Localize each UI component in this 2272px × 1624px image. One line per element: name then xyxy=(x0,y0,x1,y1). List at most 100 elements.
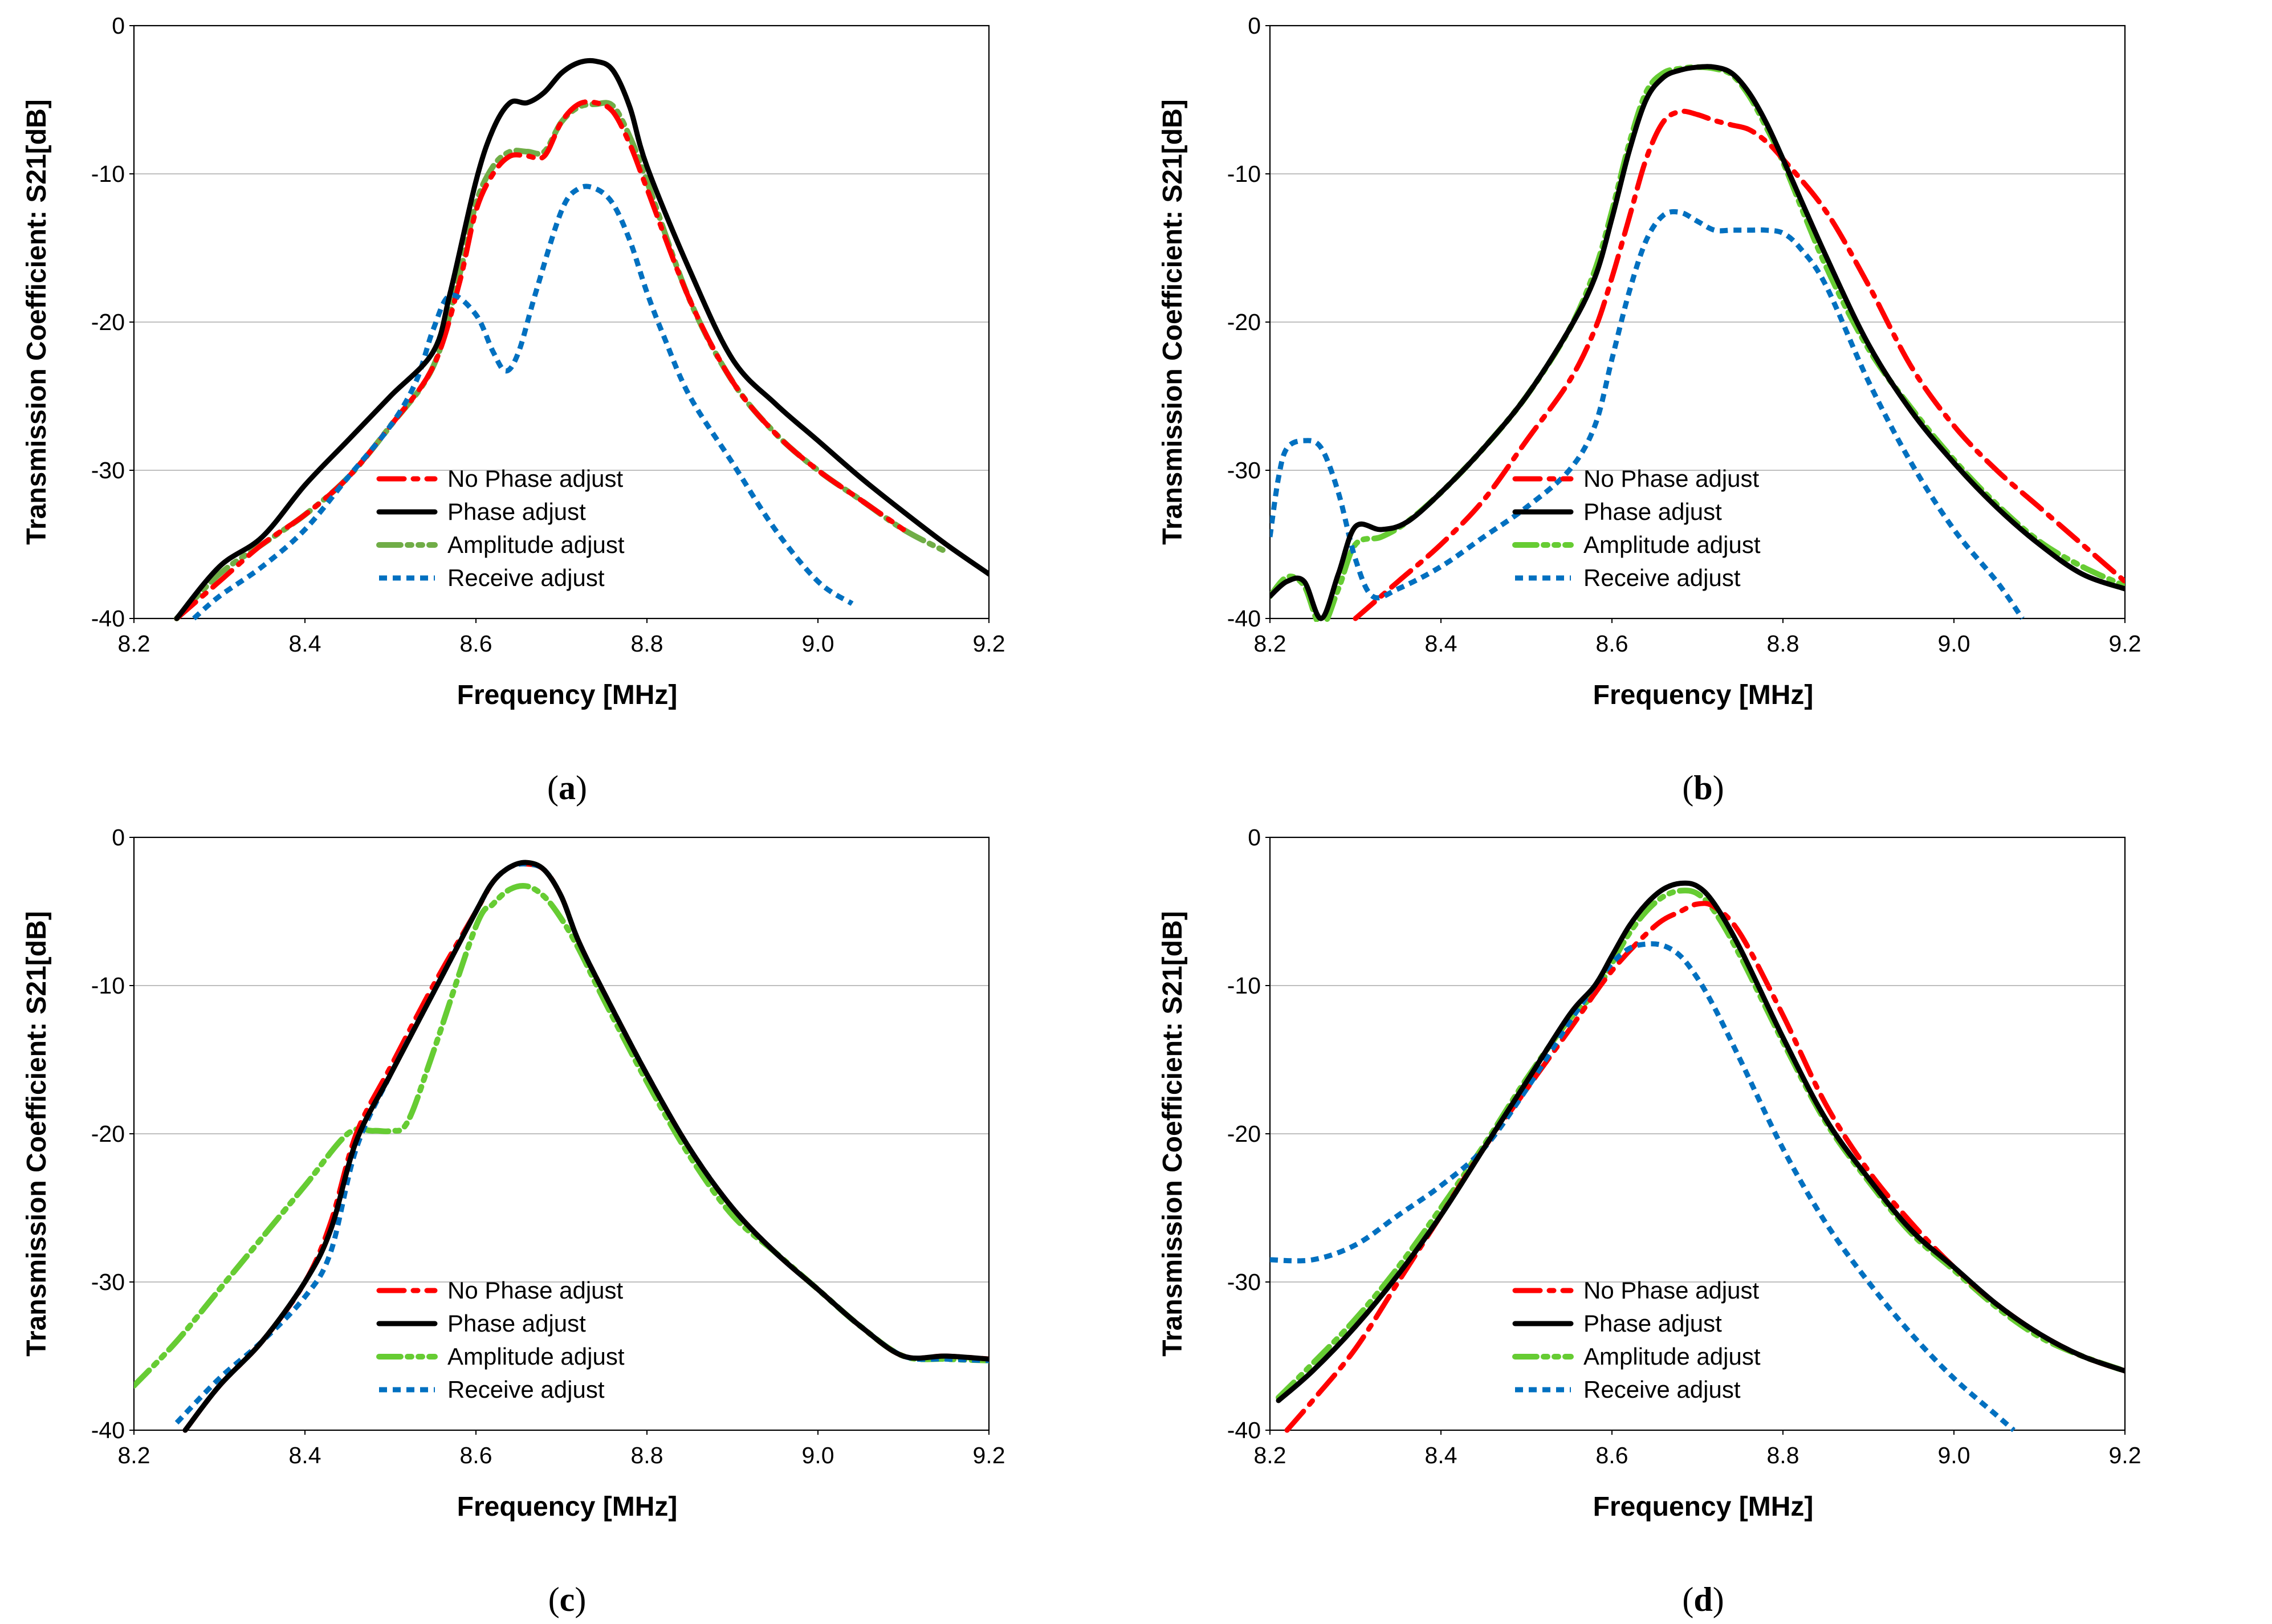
y-axis-title: Transmission Coefficient: S21[dB] xyxy=(1158,99,1188,544)
series-line-phase-adjust xyxy=(174,58,989,621)
y-tick-label: -40 xyxy=(1227,605,1261,632)
legend: No Phase adjust Phase adjust Amplitude adj… xyxy=(376,1277,625,1403)
series-group xyxy=(134,860,989,1433)
y-tick-label: -40 xyxy=(91,605,125,632)
x-tick-label: 9.2 xyxy=(2109,1442,2141,1468)
x-tick-label: 8.6 xyxy=(460,630,492,657)
panel-label: (d) xyxy=(1682,1581,1724,1618)
panel-label-letter: a xyxy=(559,769,576,807)
legend-label: Receive adjust xyxy=(1583,564,1741,591)
x-axis-title: Frequency [MHz] xyxy=(1593,680,1814,710)
panel-label-paren: ( xyxy=(1682,1581,1693,1618)
x-tick-label: 8.2 xyxy=(1254,1442,1286,1468)
y-tick-label: -10 xyxy=(91,161,125,187)
series-line-receive-adjust xyxy=(1270,941,2016,1432)
series-line-phase-adjust xyxy=(1270,64,2125,621)
panel-d: 0 -10 -20 -30 -40 8.2 8.4 8.6 8.8 9.0 9.2 Frequency… xyxy=(1136,812,2272,1623)
series-group xyxy=(1270,64,2125,622)
y-tick-label: -10 xyxy=(91,972,125,999)
series-group xyxy=(174,58,989,621)
y-tick-label: 0 xyxy=(112,824,125,850)
panel-label-paren: ( xyxy=(547,769,559,807)
y-tick-label: 0 xyxy=(1248,824,1261,850)
x-axis-title: Frequency [MHz] xyxy=(1593,1492,1814,1522)
y-tick-label: -20 xyxy=(1227,1121,1261,1147)
legend-label: Amplitude adjust xyxy=(447,1343,625,1370)
x-tick-label: 8.8 xyxy=(1767,1442,1799,1468)
panel-c: 0 -10 -20 -30 -40 8.2 8.4 8.6 8.8 9.0 9.2 Frequency… xyxy=(0,812,1136,1623)
chart-d: 0 -10 -20 -30 -408.2 8.4 8.6 8.8 9.0 9.2 Frequency… xyxy=(1158,824,2141,1618)
panel-label: (c) xyxy=(548,1581,587,1618)
x-tick-label: 8.8 xyxy=(1767,630,1799,657)
legend: No Phase adjust Phase adjust Amplitude adj… xyxy=(376,465,625,591)
panel-b: 0 -10 -20 -30 -40 8.2 8.4 8.6 8.8 9.0 9.2 Frequency… xyxy=(1136,0,2272,812)
y-tick-label: 0 xyxy=(112,13,125,39)
legend-label: No Phase adjust xyxy=(1583,1277,1760,1304)
y-tick-label: -30 xyxy=(1227,1269,1261,1295)
y-tick-label: -20 xyxy=(1227,309,1261,335)
legend-label: Receive adjust xyxy=(447,564,605,591)
y-axis-title: Transmission Coefficient: S21[dB] xyxy=(22,99,52,544)
legend-label: No Phase adjust xyxy=(1583,465,1760,492)
legend-label: Amplitude adjust xyxy=(1583,531,1761,558)
x-tick-label: 9.2 xyxy=(973,630,1005,657)
legend-label: Phase adjust xyxy=(447,1310,586,1337)
panel-label-paren: ) xyxy=(575,1581,586,1618)
y-tick-label: -10 xyxy=(1227,972,1261,999)
panel-label-paren: ( xyxy=(548,1581,560,1618)
x-tick-label: 9.0 xyxy=(802,630,834,657)
chart-a: 0 -10 -20 -30 -408.2 8.4 8.6 8.8 9.0 9.2 Frequency… xyxy=(22,13,1005,807)
x-axis-title: Frequency [MHz] xyxy=(457,1492,678,1522)
legend: No Phase adjust Phase adjust Amplitude adj… xyxy=(1512,465,1761,591)
series-group xyxy=(1270,880,2125,1433)
x-tick-label: 8.2 xyxy=(1254,630,1286,657)
x-tick-label: 8.2 xyxy=(118,1442,150,1468)
legend-label: Phase adjust xyxy=(447,498,586,525)
legend-label: Amplitude adjust xyxy=(1583,1343,1761,1370)
panel-label: (a) xyxy=(547,769,587,807)
y-axis-title: Transmission Coefficient: S21[dB] xyxy=(1158,911,1188,1356)
legend-label: Phase adjust xyxy=(1583,498,1722,525)
y-tick-label: -30 xyxy=(91,457,125,483)
legend-label: Receive adjust xyxy=(1583,1376,1741,1403)
panel-label-letter: d xyxy=(1693,1581,1712,1618)
panel-label: (b) xyxy=(1682,769,1724,807)
panel-label-paren: ) xyxy=(1713,769,1724,807)
x-tick-label: 9.2 xyxy=(973,1442,1005,1468)
x-tick-label: 8.6 xyxy=(460,1442,492,1468)
y-tick-label: -30 xyxy=(91,1269,125,1295)
legend-label: Receive adjust xyxy=(447,1376,605,1403)
y-tick-label: -40 xyxy=(1227,1417,1261,1443)
x-tick-label: 8.6 xyxy=(1596,630,1628,657)
panel-label-paren: ( xyxy=(1682,769,1693,807)
x-tick-label: 9.0 xyxy=(802,1442,834,1468)
y-tick-label: -10 xyxy=(1227,161,1261,187)
panel-label-letter: b xyxy=(1693,769,1712,807)
x-tick-label: 8.8 xyxy=(631,1442,663,1468)
legend-label: Amplitude adjust xyxy=(447,531,625,558)
x-tick-label: 8.4 xyxy=(1425,1442,1457,1468)
legend-label: No Phase adjust xyxy=(447,1277,624,1304)
series-line-no-phase-adjust xyxy=(174,99,906,621)
x-tick-label: 8.4 xyxy=(1425,630,1457,657)
panel-a: 0 -10 -20 -30 -40 8.2 8.4 8.6 8.8 9.0 9.2 Frequency… xyxy=(0,0,1136,812)
legend-label: Phase adjust xyxy=(1583,1310,1722,1337)
chart-c: 0 -10 -20 -30 -408.2 8.4 8.6 8.8 9.0 9.2 Frequency… xyxy=(22,824,1005,1618)
panel-label-letter: c xyxy=(560,1581,575,1618)
legend: No Phase adjust Phase adjust Amplitude adj… xyxy=(1512,1277,1761,1403)
legend-label: No Phase adjust xyxy=(447,465,624,492)
y-axis-title: Transmission Coefficient: S21[dB] xyxy=(22,911,52,1356)
x-tick-label: 8.8 xyxy=(631,630,663,657)
x-axis-title: Frequency [MHz] xyxy=(457,680,678,710)
chart-b: 0 -10 -20 -30 -408.2 8.4 8.6 8.8 9.0 9.2 Frequency… xyxy=(1158,13,2141,807)
x-tick-label: 9.2 xyxy=(2109,630,2141,657)
series-line-no-phase-adjust xyxy=(1353,108,2125,621)
series-line-receive-adjust xyxy=(1270,209,2025,620)
x-tick-label: 8.6 xyxy=(1596,1442,1628,1468)
panel-label-paren: ) xyxy=(576,769,587,807)
y-tick-label: -20 xyxy=(91,1121,125,1147)
panel-label-paren: ) xyxy=(1713,1581,1724,1618)
x-tick-label: 8.2 xyxy=(118,630,150,657)
y-tick-label: -20 xyxy=(91,309,125,335)
y-tick-label: 0 xyxy=(1248,13,1261,39)
